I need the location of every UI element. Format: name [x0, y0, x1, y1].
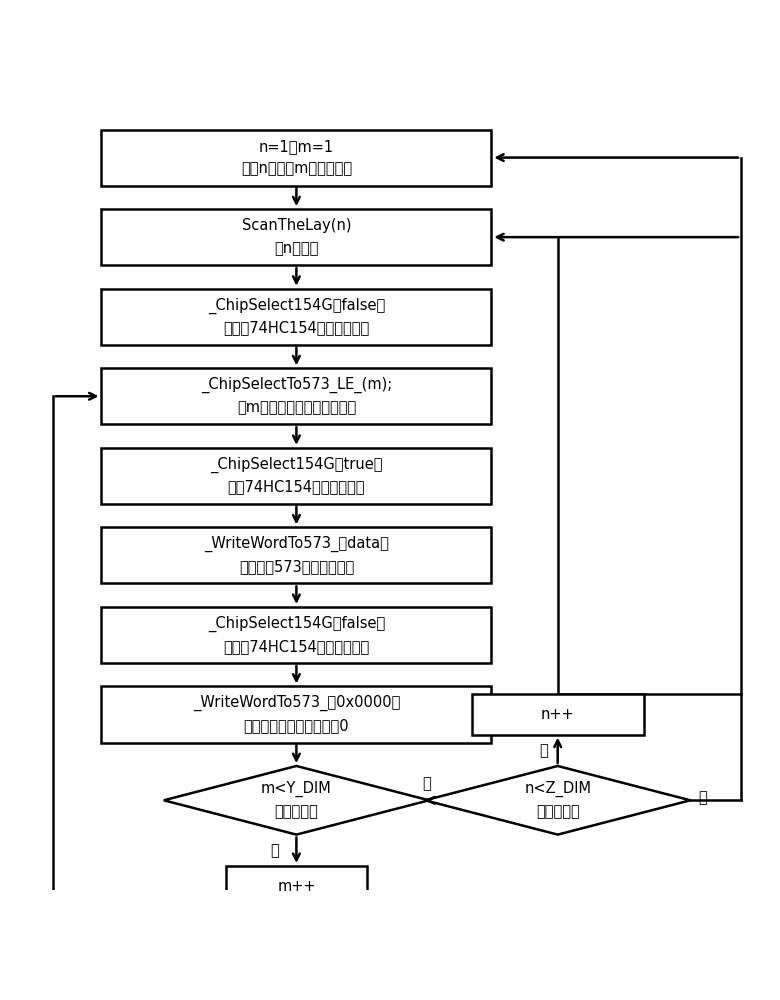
- Text: _ChipSelect154G（false）: _ChipSelect154G（false）: [207, 297, 385, 314]
- Text: n<Z_DIM: n<Z_DIM: [524, 781, 591, 797]
- Bar: [101, 607, 491, 663]
- Text: 层选未结束: 层选未结束: [536, 804, 580, 819]
- Bar: [101, 289, 491, 345]
- Bar: [101, 368, 491, 424]
- Bar: [226, 866, 367, 906]
- Text: 是: 是: [271, 843, 279, 858]
- Text: _WriteWordTo573_（data）: _WriteWordTo573_（data）: [204, 536, 389, 552]
- Bar: [101, 130, 491, 186]
- Text: 使能74HC154行选控制芯片: 使能74HC154行选控制芯片: [228, 480, 365, 495]
- Text: _WriteWordTo573_（0x0000）: _WriteWordTo573_（0x0000）: [193, 695, 400, 711]
- Text: _ChipSelect154G（false）: _ChipSelect154G（false）: [207, 616, 385, 632]
- Text: 否: 否: [423, 776, 431, 791]
- Polygon shape: [164, 766, 429, 835]
- Bar: [101, 448, 491, 504]
- Text: ScanTheLay(n): ScanTheLay(n): [242, 218, 351, 233]
- Text: n++: n++: [541, 707, 575, 722]
- Text: 第n层层选: 第n层层选: [275, 241, 318, 256]
- Text: n=1，m=1: n=1，m=1: [259, 139, 334, 154]
- Text: m++: m++: [277, 879, 316, 894]
- Bar: [101, 686, 491, 743]
- Polygon shape: [425, 766, 690, 835]
- Text: 从第n层的第m行开始扫描: 从第n层的第m行开始扫描: [241, 161, 352, 176]
- Text: 是: 是: [540, 743, 548, 758]
- Text: 否: 否: [698, 790, 707, 805]
- Text: 不使能74HC154行选控制芯片: 不使能74HC154行选控制芯片: [223, 639, 370, 654]
- Bar: [101, 209, 491, 265]
- Bar: [472, 694, 644, 735]
- Text: 不使能74HC154行选控制芯片: 不使能74HC154行选控制芯片: [223, 320, 370, 335]
- Text: 行选未结束: 行选未结束: [275, 804, 318, 819]
- Text: m<Y_DIM: m<Y_DIM: [261, 781, 332, 797]
- Text: 先对该行573芯片写入数据: 先对该行573芯片写入数据: [239, 559, 354, 574]
- Text: 第m片行选芯片透传修改数据: 第m片行选芯片透传修改数据: [237, 400, 356, 415]
- Bar: [101, 527, 491, 583]
- Text: _ChipSelectTo573_LE_(m);: _ChipSelectTo573_LE_(m);: [200, 377, 392, 393]
- Text: _ChipSelect154G（true）: _ChipSelect154G（true）: [210, 456, 383, 473]
- Text: 写入下一行时先将数据清0: 写入下一行时先将数据清0: [243, 718, 349, 733]
